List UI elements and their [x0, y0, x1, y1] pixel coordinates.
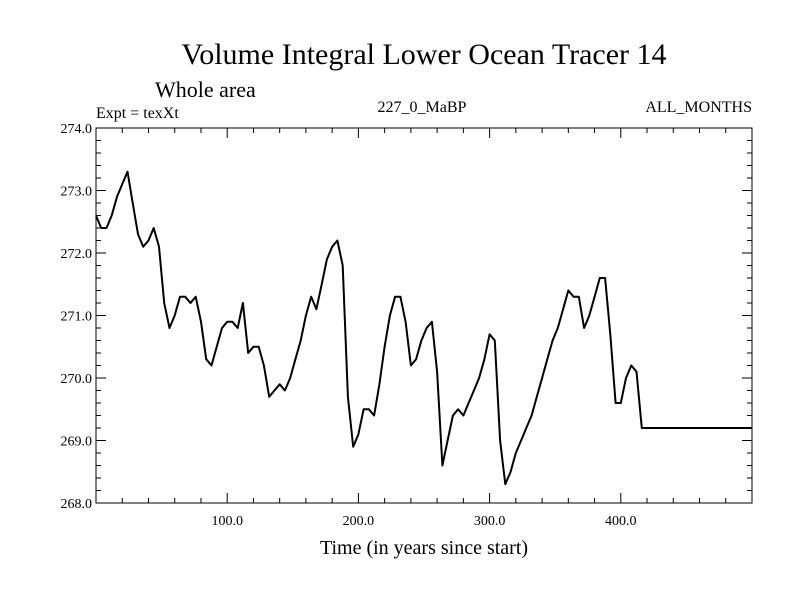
months-label: ALL_MONTHS: [645, 99, 752, 116]
x-tick-label: 400.0: [605, 514, 637, 529]
x-tick-label: 200.0: [343, 514, 375, 529]
x-tick-label: 100.0: [211, 514, 243, 529]
y-tick-label: 273.0: [61, 185, 93, 200]
y-tick-label: 274.0: [61, 122, 93, 137]
y-tick-label: 272.0: [61, 247, 93, 262]
plot-frame: [95, 127, 753, 504]
experiment-label: Expt = texXt: [96, 105, 179, 122]
plot-area: 100.0 200.0 300.0 400.0 268.0 269.0 270.0 271.0…: [61, 122, 753, 529]
y-tick-label: 271.0: [61, 310, 93, 325]
chart-title: Volume Integral Lower Ocean Tracer 14: [181, 38, 666, 71]
period-label: 227_0_MaBP: [378, 99, 467, 116]
chart-subtitle: Whole area: [155, 77, 256, 102]
y-tick-label: 268.0: [61, 497, 93, 512]
x-tick-label: 300.0: [474, 514, 506, 529]
y-tick-label: 270.0: [61, 372, 93, 387]
x-axis-label: Time (in years since start): [320, 537, 528, 559]
y-tick-label: 269.0: [61, 435, 93, 450]
series-line: [95, 170, 752, 486]
